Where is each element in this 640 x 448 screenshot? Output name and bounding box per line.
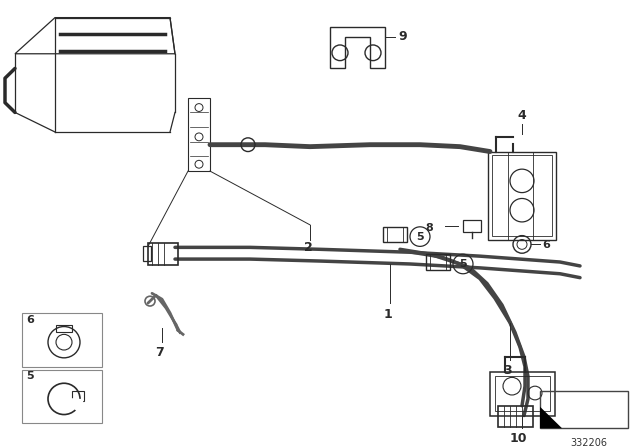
Text: 7: 7 bbox=[156, 346, 164, 359]
Text: 6: 6 bbox=[542, 241, 550, 250]
Bar bbox=[148, 243, 178, 265]
Text: 5: 5 bbox=[416, 232, 424, 241]
Bar bbox=[488, 151, 556, 240]
Wedge shape bbox=[64, 399, 82, 410]
Text: 9: 9 bbox=[398, 30, 406, 43]
Text: 4: 4 bbox=[518, 109, 526, 122]
Text: 1: 1 bbox=[383, 308, 392, 321]
Bar bbox=[426, 254, 450, 270]
Bar bbox=[540, 391, 628, 428]
Bar bbox=[72, 391, 84, 401]
Text: 10: 10 bbox=[509, 432, 527, 445]
Bar bbox=[430, 254, 446, 270]
Bar bbox=[188, 98, 210, 171]
Text: 6: 6 bbox=[26, 314, 34, 325]
Text: 8: 8 bbox=[425, 223, 433, 233]
Bar bbox=[143, 246, 151, 261]
Bar bbox=[56, 325, 72, 332]
Bar bbox=[490, 371, 555, 415]
Bar bbox=[495, 376, 550, 411]
Bar bbox=[383, 227, 407, 242]
Bar bbox=[498, 406, 533, 427]
Text: 2: 2 bbox=[303, 241, 312, 254]
Bar bbox=[492, 155, 552, 236]
Text: 5: 5 bbox=[26, 371, 34, 381]
Bar bbox=[22, 370, 102, 423]
Text: 3: 3 bbox=[504, 364, 512, 377]
Bar bbox=[463, 220, 481, 232]
Bar bbox=[22, 313, 102, 366]
Bar bbox=[387, 227, 403, 242]
Polygon shape bbox=[540, 407, 562, 428]
Text: 5: 5 bbox=[459, 259, 467, 269]
Text: 332206: 332206 bbox=[570, 438, 607, 448]
